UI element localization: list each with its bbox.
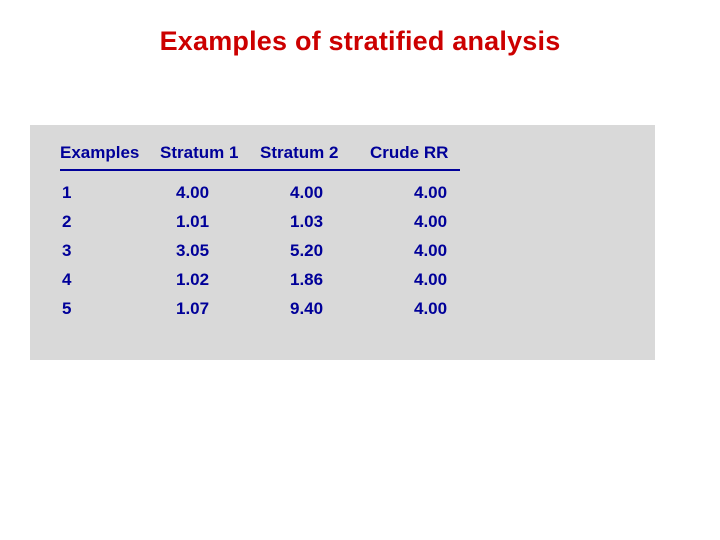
cell-stratum2: 1.03 — [276, 208, 400, 237]
cell-crude-rr: 4.00 — [400, 266, 524, 295]
col-header-stratum1: Stratum 1 — [160, 143, 260, 163]
cell-example: 4 — [60, 266, 162, 295]
cell-stratum2: 9.40 — [276, 295, 400, 324]
slide-title: Examples of stratified analysis — [0, 26, 720, 57]
table-row: 5 1.07 9.40 4.00 — [60, 295, 655, 324]
cell-stratum2: 1.86 — [276, 266, 400, 295]
cell-example: 1 — [60, 179, 162, 208]
slide: Examples of stratified analysis Examples… — [0, 0, 720, 540]
table-row: 2 1.01 1.03 4.00 — [60, 208, 655, 237]
col-header-stratum2: Stratum 2 — [260, 143, 370, 163]
cell-crude-rr: 4.00 — [400, 179, 524, 208]
table-panel: Examples Stratum 1 Stratum 2 Crude RR 1 … — [30, 125, 655, 360]
cell-crude-rr: 4.00 — [400, 237, 524, 266]
cell-stratum1: 1.02 — [162, 266, 276, 295]
cell-stratum1: 1.07 — [162, 295, 276, 324]
table-row: 3 3.05 5.20 4.00 — [60, 237, 655, 266]
cell-stratum2: 5.20 — [276, 237, 400, 266]
table-header-row: Examples Stratum 1 Stratum 2 Crude RR — [60, 143, 655, 163]
stratified-table: Examples Stratum 1 Stratum 2 Crude RR 1 … — [60, 143, 655, 323]
cell-crude-rr: 4.00 — [400, 208, 524, 237]
table-row: 1 4.00 4.00 4.00 — [60, 179, 655, 208]
cell-example: 2 — [60, 208, 162, 237]
cell-crude-rr: 4.00 — [400, 295, 524, 324]
cell-stratum2: 4.00 — [276, 179, 400, 208]
col-header-examples: Examples — [60, 143, 160, 163]
cell-stratum1: 1.01 — [162, 208, 276, 237]
cell-example: 3 — [60, 237, 162, 266]
cell-stratum1: 3.05 — [162, 237, 276, 266]
header-rule — [60, 169, 460, 171]
table-row: 4 1.02 1.86 4.00 — [60, 266, 655, 295]
cell-stratum1: 4.00 — [162, 179, 276, 208]
cell-example: 5 — [60, 295, 162, 324]
col-header-crude-rr: Crude RR — [370, 143, 480, 163]
